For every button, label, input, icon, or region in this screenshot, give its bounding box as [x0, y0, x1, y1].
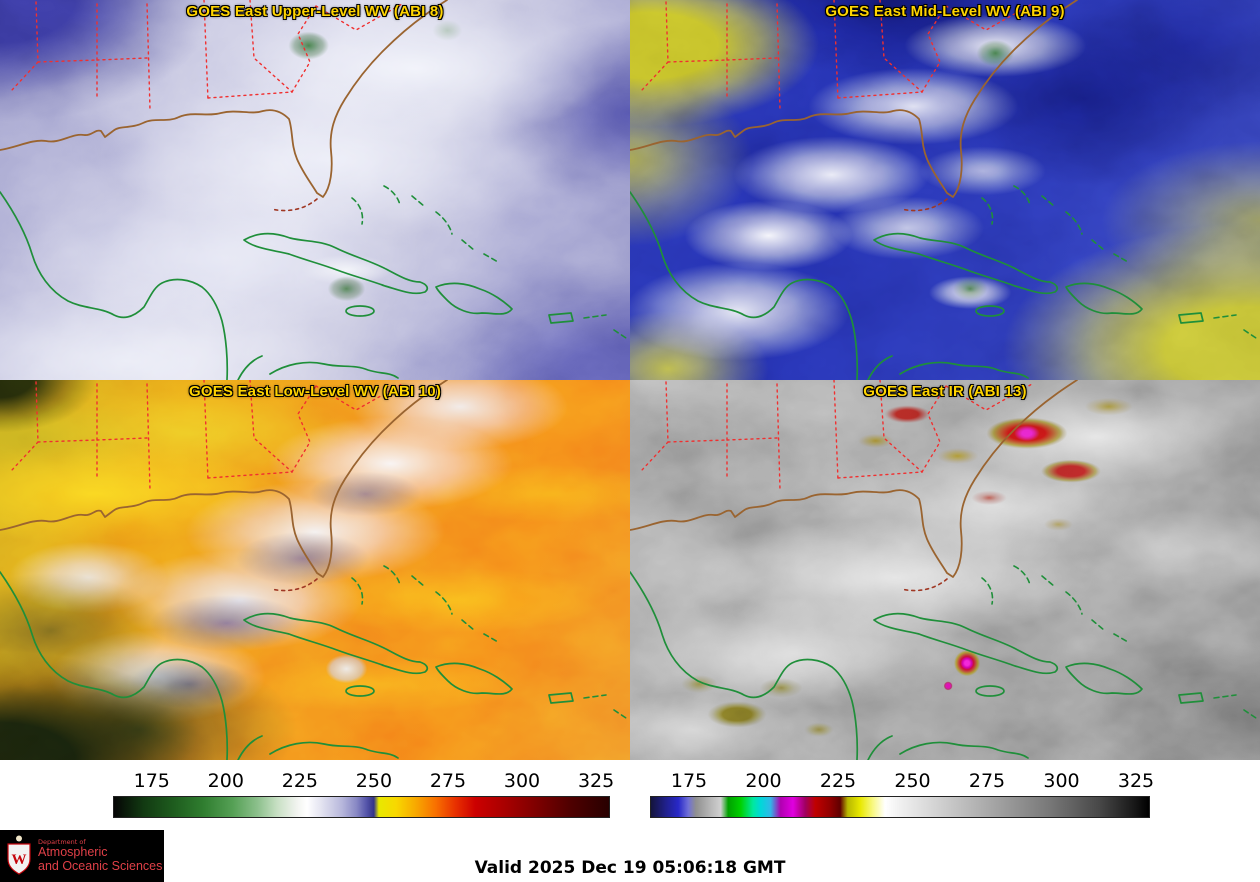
crest-letter: W — [12, 852, 27, 868]
tick-label: 325 — [577, 770, 615, 792]
tick-label: 250 — [355, 770, 393, 792]
panel-title-abi10: GOES East Low-Level WV (ABI 10) — [188, 383, 442, 400]
logo-line2: and Oceanic Sciences — [38, 858, 163, 873]
uw-crest-icon: W — [7, 835, 31, 875]
panel-title-abi8: GOES East Upper-Level WV (ABI 8) — [186, 3, 444, 20]
footer: W Department of Atmospheric and Oceanic … — [0, 830, 1260, 882]
satellite-image-mid-wv — [630, 0, 1260, 380]
panel-low-level-wv[interactable]: GOES East Low-Level WV (ABI 10) — [0, 380, 630, 760]
logo-text: Department of Atmospheric and Oceanic Sc… — [38, 837, 163, 873]
uw-aos-logo[interactable]: W Department of Atmospheric and Oceanic … — [0, 830, 164, 882]
satellite-image-low-wv — [0, 380, 630, 760]
satellite-grid: GOES East Upper-Level WV (ABI 8) GOES Ea… — [0, 0, 1260, 760]
panel-title-abi13: GOES East IR (ABI 13) — [863, 383, 1027, 400]
tick-label: 175 — [133, 770, 170, 792]
satellite-image-ir — [630, 380, 1260, 760]
logo-dept-label: Department of — [38, 837, 86, 846]
panel-title-abi9: GOES East Mid-Level WV (ABI 9) — [825, 3, 1065, 20]
logo-line1: Atmospheric — [38, 845, 108, 859]
ir-colorbar-ticks: 175 200 225 250 275 300 325 — [650, 770, 1154, 796]
tick-label: 200 — [745, 770, 782, 792]
panel-ir[interactable]: GOES East IR (ABI 13) — [630, 380, 1260, 760]
wv-colorbar-gradient — [113, 796, 610, 818]
colorbar-section: 175 200 225 250 275 300 325 175 200 225 … — [0, 760, 1260, 830]
ir-colorbar: 175 200 225 250 275 300 325 — [650, 770, 1154, 818]
panel-mid-level-wv[interactable]: GOES East Mid-Level WV (ABI 9) — [630, 0, 1260, 380]
ir-colorbar-gradient — [650, 796, 1150, 818]
tick-label: 275 — [968, 770, 1006, 792]
wv-colorbar-ticks: 175 200 225 250 275 300 325 — [113, 770, 615, 796]
tick-label: 250 — [894, 770, 931, 792]
panel-upper-level-wv[interactable]: GOES East Upper-Level WV (ABI 8) — [0, 0, 630, 380]
tick-label: 275 — [429, 770, 467, 792]
valid-time-label: Valid 2025 Dec 19 05:06:18 GMT — [474, 858, 786, 878]
tick-label: 175 — [670, 770, 708, 792]
tick-label: 300 — [1043, 770, 1080, 792]
tick-label: 225 — [819, 770, 857, 792]
tick-label: 325 — [1117, 770, 1155, 792]
tick-label: 200 — [207, 770, 244, 792]
tick-label: 300 — [503, 770, 541, 792]
satellite-image-upper-wv — [0, 0, 630, 380]
wv-colorbar: 175 200 225 250 275 300 325 — [113, 770, 615, 818]
tick-label: 225 — [281, 770, 318, 792]
